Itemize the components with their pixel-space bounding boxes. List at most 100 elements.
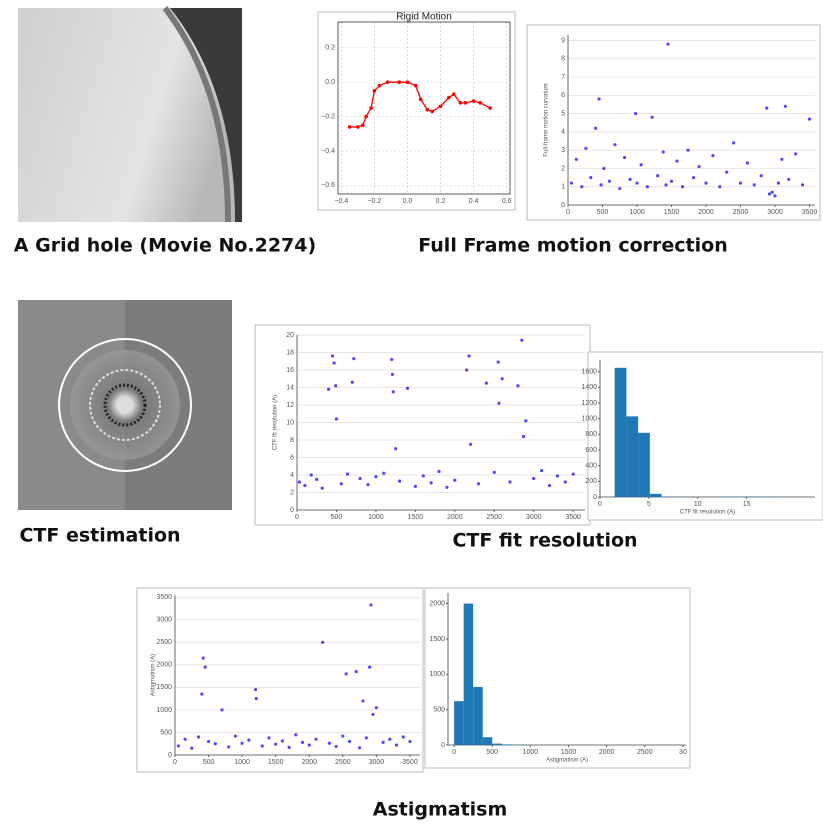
bar	[626, 416, 639, 497]
point	[725, 170, 729, 174]
point	[574, 157, 578, 161]
y-tick-label: 1200	[581, 400, 597, 407]
caption: Astigmatism	[373, 799, 508, 821]
point	[438, 104, 443, 109]
point	[425, 107, 430, 112]
point	[201, 656, 205, 660]
point	[669, 179, 674, 183]
x-tick-label: 500	[331, 514, 343, 521]
point	[752, 183, 756, 187]
y-tick-label: 9	[561, 37, 565, 44]
point	[374, 706, 378, 710]
y-tick-label: 0	[561, 202, 565, 209]
point	[773, 194, 777, 198]
x-tick-label: 500	[203, 759, 215, 766]
y-tick-label: 20	[286, 332, 294, 339]
point	[196, 735, 201, 739]
caption: Full Frame motion correction	[418, 235, 727, 257]
point	[369, 603, 373, 607]
point	[770, 190, 774, 194]
point	[267, 736, 271, 740]
point	[309, 473, 313, 477]
point	[680, 185, 685, 189]
x-tick-label: 2000	[599, 749, 615, 756]
point	[339, 482, 343, 486]
point	[447, 95, 451, 100]
point	[602, 166, 606, 171]
bar	[482, 737, 493, 745]
point	[332, 361, 336, 365]
y-tick-label: 6	[290, 454, 294, 461]
point	[356, 125, 360, 129]
point	[697, 165, 701, 169]
point	[206, 739, 211, 744]
point	[500, 377, 504, 381]
point	[327, 741, 331, 745]
ctf-estimation-image	[18, 300, 232, 510]
point	[661, 150, 665, 154]
point	[321, 640, 325, 644]
point	[524, 419, 528, 423]
point	[334, 384, 338, 388]
y-tick-label: 0	[593, 494, 597, 501]
point	[468, 442, 473, 446]
point	[330, 354, 335, 358]
point	[347, 125, 352, 129]
y-tick-label: 0	[441, 742, 445, 749]
point	[240, 741, 244, 745]
x-tick-label: 1000	[368, 514, 384, 521]
point	[478, 101, 483, 105]
point	[599, 183, 603, 187]
x-tick-label: 500	[486, 749, 498, 756]
x-tick-label: 15	[743, 501, 751, 508]
x-tick-label: 30	[679, 749, 687, 756]
x-tick-label: 2000	[301, 759, 317, 766]
y-tick-label: 0.0	[325, 79, 335, 86]
point	[613, 143, 617, 147]
x-tick-label: 2500	[637, 749, 653, 756]
point	[666, 42, 670, 46]
point	[408, 739, 412, 744]
point	[364, 736, 368, 740]
point	[260, 744, 264, 748]
x-tick-label: 0.2	[436, 198, 446, 205]
point	[618, 186, 622, 191]
point	[532, 476, 536, 481]
y-axis-label: Astigmatism (A)	[151, 654, 157, 696]
y-tick-label: 600	[585, 447, 597, 454]
point	[233, 734, 238, 738]
point	[675, 159, 679, 163]
y-axis-label: CTF fit resolution (A)	[273, 395, 279, 450]
x-tick-label: 3500	[565, 514, 581, 521]
chart: 0 1 2 3 4 5 6 7 8 9 0 500 1000 1500 2000 2500 3000 3500 Fu…	[526, 24, 821, 221]
y-tick-label: 800	[585, 431, 597, 438]
point	[394, 447, 398, 451]
point	[361, 699, 365, 703]
x-tick-label: 1000	[234, 759, 250, 766]
x-tick-label: 3500	[402, 759, 418, 766]
point	[508, 480, 512, 484]
point	[580, 185, 584, 189]
point	[593, 126, 598, 130]
y-tick-label: 3	[561, 147, 565, 154]
point	[516, 384, 520, 388]
y-tick-label: 2	[290, 489, 294, 496]
grid-hole-image	[18, 6, 242, 223]
y-tick-label: 1500	[156, 684, 172, 691]
x-tick-label: 0	[452, 749, 456, 756]
point	[377, 83, 382, 88]
point	[368, 665, 372, 669]
x-tick-label: 0.6	[502, 198, 512, 205]
line	[349, 81, 491, 128]
point	[656, 174, 660, 178]
point	[307, 743, 311, 747]
plot-frame	[337, 21, 511, 195]
point	[345, 472, 350, 476]
y-tick-label: 1000	[581, 416, 597, 423]
point	[800, 183, 805, 187]
point	[391, 390, 395, 394]
point	[555, 474, 559, 478]
point	[294, 733, 298, 737]
point	[794, 152, 798, 156]
point	[200, 692, 204, 696]
